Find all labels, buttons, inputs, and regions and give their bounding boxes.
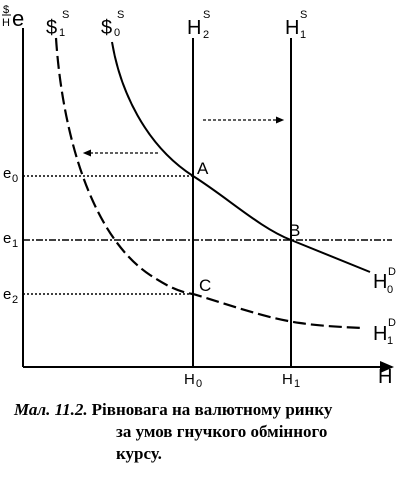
- y-tick-e1: e 1: [3, 230, 18, 250]
- y-tick-e0: e 0: [3, 165, 18, 185]
- svg-text:$: $: [3, 4, 9, 16]
- point-b-label: B: [289, 221, 300, 240]
- x-tick-h1: H 1: [282, 371, 300, 388]
- svg-text:e: e: [3, 165, 11, 182]
- svg-text:H: H: [187, 17, 201, 39]
- svg-text:S: S: [62, 9, 69, 21]
- svg-text:2: 2: [12, 294, 18, 306]
- caption-line-1: Мал. 11.2. Рівновага на валютному ринку: [14, 399, 399, 421]
- svg-text:$: $: [101, 17, 112, 39]
- point-c-label: C: [199, 276, 211, 295]
- svg-text:S: S: [203, 9, 210, 21]
- svg-text:e: e: [12, 6, 24, 31]
- caption-title-line-3: курсу.: [116, 444, 162, 463]
- caption-word: гнучкого: [176, 422, 247, 441]
- caption-word: умов: [135, 422, 173, 441]
- svg-text:0: 0: [114, 27, 120, 39]
- h0-demand-label: H 0 D: [373, 266, 396, 296]
- svg-text:D: D: [388, 317, 396, 329]
- svg-text:H: H: [285, 17, 299, 39]
- svg-text:0: 0: [387, 284, 393, 296]
- point-a-label: A: [197, 159, 209, 178]
- figure-caption: Мал. 11.2. Рівновага на валютному ринку з…: [14, 399, 399, 465]
- caption-number: Мал. 11.2.: [14, 400, 88, 419]
- svg-text:H: H: [373, 271, 387, 293]
- svg-text:e: e: [3, 286, 11, 303]
- svg-text:H: H: [373, 323, 387, 345]
- svg-text:e: e: [3, 230, 11, 247]
- svg-text:0: 0: [12, 173, 18, 185]
- svg-text:H: H: [282, 371, 293, 388]
- caption-title-line-1: Рівновага на валютному ринку: [91, 400, 333, 419]
- svg-text:1: 1: [300, 29, 306, 41]
- svg-text:$: $: [46, 17, 57, 39]
- svg-text:S: S: [300, 9, 307, 21]
- svg-text:1: 1: [59, 27, 65, 39]
- s1-curve-label: $ 1 S: [46, 9, 69, 39]
- x-tick-h0: H 0: [184, 371, 202, 388]
- s1-supply-curve: [54, 37, 363, 330]
- y-axis-label: $ H e: [2, 4, 24, 31]
- s0-curve-label: $ 0 S: [101, 9, 124, 39]
- svg-text:1: 1: [387, 335, 393, 347]
- h1-supply-label: H 1 S: [285, 9, 307, 41]
- x-axis-label: H: [378, 366, 392, 388]
- y-tick-e2: e 2: [3, 286, 18, 306]
- svg-text:H: H: [184, 371, 195, 388]
- svg-text:1: 1: [12, 238, 18, 250]
- svg-text:S: S: [117, 9, 124, 21]
- svg-text:H: H: [2, 17, 10, 29]
- equilibrium-diagram: $ H e $ 1 S $ 0 S H 2 S H 1 S H 0 D: [2, 4, 396, 388]
- svg-text:1: 1: [294, 378, 300, 388]
- h1-demand-label: H 1 D: [373, 317, 396, 347]
- svg-text:2: 2: [203, 29, 209, 41]
- caption-line-2: за умов гнучкого обмінного: [14, 421, 399, 443]
- caption-line-3: курсу.: [14, 443, 399, 465]
- h2-supply-label: H 2 S: [187, 9, 210, 41]
- s0-supply-curve: [111, 41, 371, 273]
- svg-text:0: 0: [196, 378, 202, 388]
- svg-text:D: D: [388, 266, 396, 278]
- caption-word: обмінного: [250, 422, 328, 441]
- caption-word: за: [116, 422, 132, 441]
